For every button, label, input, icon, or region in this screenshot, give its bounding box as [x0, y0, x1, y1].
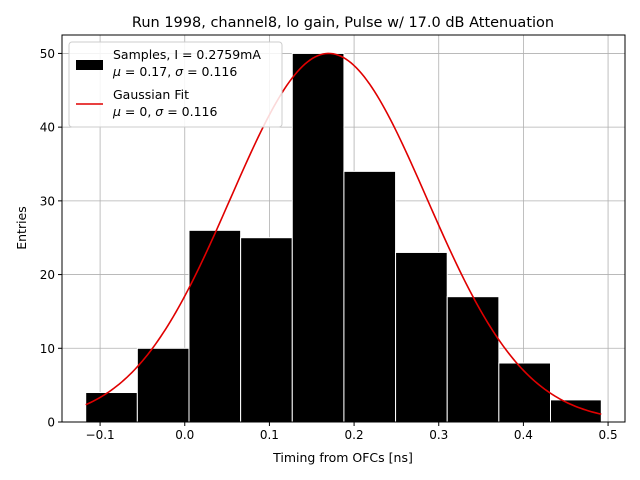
x-tick-label-3: 0.2 [345, 428, 364, 442]
y-tick-label-5: 50 [40, 47, 55, 61]
histogram-bar-6 [395, 251, 448, 423]
y-tick-label-3: 30 [40, 194, 55, 208]
axes-frame [61, 34, 626, 423]
histogram-bar-4 [291, 52, 345, 423]
y-tick-label-1: 10 [40, 342, 55, 356]
histogram-bar-0 [85, 392, 138, 423]
x-tick-label-1: 0.0 [175, 428, 194, 442]
legend-fit-label: Gaussian Fit [113, 87, 189, 102]
x-tick-label-2: 0.1 [260, 428, 279, 442]
x-tick-label-5: 0.4 [514, 428, 533, 442]
legend-box [68, 41, 283, 128]
y-tick-label-2: 20 [40, 268, 55, 282]
y-axis-label: Entries [14, 206, 29, 250]
legend-fit-stats: μ = 0, σ = 0.116 [112, 104, 217, 119]
histogram-bar-5 [343, 170, 397, 423]
legend-samples-stats: μ = 0.17, σ = 0.116 [112, 64, 237, 79]
x-tick-label-4: 0.3 [429, 428, 448, 442]
y-tick-label-4: 40 [40, 121, 55, 135]
y-axis-ticks: 0 10 20 30 40 50 [40, 47, 62, 430]
histogram-bars [85, 52, 602, 423]
legend: Samples, I = 0.2759mA μ = 0.17, σ = 0.11… [68, 41, 283, 128]
x-tick-label-0: −0.1 [86, 428, 115, 442]
x-tick-label-6: 0.5 [599, 428, 618, 442]
gaussian-fit-curve [85, 52, 602, 415]
histogram-bar-7 [446, 296, 500, 423]
histogram-bar-2 [188, 229, 242, 423]
legend-samples-swatch [76, 60, 103, 70]
legend-samples-label: Samples, I = 0.2759mA [113, 47, 261, 62]
histogram-bar-1 [136, 347, 190, 423]
y-tick-label-0: 0 [47, 416, 55, 430]
x-axis-label: Timing from OFCs [ns] [272, 450, 413, 465]
x-axis-ticks: −0.1 0.0 0.1 0.2 0.3 0.4 0.5 [86, 422, 618, 442]
histogram-bar-3 [240, 237, 293, 423]
chart-title: Run 1998, channel8, lo gain, Pulse w/ 17… [132, 15, 554, 31]
histogram-bar-9 [549, 399, 602, 423]
histogram-bar-8 [498, 362, 551, 423]
